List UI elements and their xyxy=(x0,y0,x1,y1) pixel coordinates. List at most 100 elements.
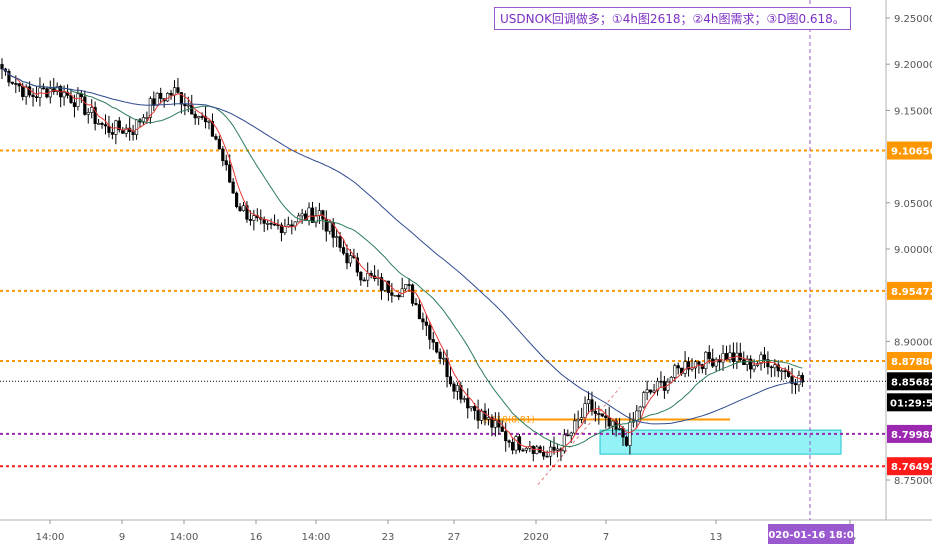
candle-body xyxy=(724,353,729,361)
candle-body xyxy=(555,448,560,451)
candle-body xyxy=(759,354,763,364)
candle-body xyxy=(783,370,787,373)
candle-body xyxy=(490,417,494,428)
candle-body xyxy=(0,64,4,70)
candle-body xyxy=(14,83,18,85)
candle-body xyxy=(683,361,687,374)
candle-body xyxy=(483,410,487,420)
candle-body xyxy=(341,247,346,254)
price-level-tag xyxy=(887,457,932,476)
candle-body xyxy=(714,359,718,367)
candle-body xyxy=(569,432,573,437)
candle-body xyxy=(224,160,228,166)
candle-body xyxy=(597,413,601,415)
price-level-tag xyxy=(887,351,932,370)
candle-body xyxy=(728,352,732,361)
candle-body xyxy=(93,107,97,124)
candle-body xyxy=(659,380,663,383)
candle-body xyxy=(83,96,87,115)
time-tick-label: 14:00 xyxy=(302,532,331,543)
candle-body xyxy=(662,381,666,391)
candle-body xyxy=(266,223,270,225)
candle-body xyxy=(245,205,249,220)
candle-body xyxy=(310,207,315,223)
candle-body xyxy=(579,417,584,420)
candles xyxy=(0,58,804,466)
candle-body xyxy=(52,88,56,93)
analysis-note[interactable]: USDNOK回调做多；①4h图2618；②4h图需求；③D图0.618。 xyxy=(494,7,851,30)
candle-body xyxy=(145,117,149,119)
candle-body xyxy=(586,399,591,405)
candle-body xyxy=(72,102,77,107)
candle-body xyxy=(317,210,322,216)
candle-body xyxy=(417,304,422,320)
candle-body xyxy=(697,361,701,365)
candle-body xyxy=(421,318,425,323)
candle-body xyxy=(652,390,656,393)
price-tick-label: 9.15000 xyxy=(894,106,932,117)
price-level-tag-label: 9.10656 xyxy=(891,147,932,158)
price-level-tag-label: 8.87880 xyxy=(891,357,932,368)
candle-body xyxy=(590,399,594,412)
candle-body xyxy=(780,370,784,373)
price-level-tag xyxy=(887,141,932,160)
candle-body xyxy=(735,352,739,362)
candle-body xyxy=(479,410,484,421)
time-tick-label: 14:00 xyxy=(36,532,65,543)
candle-body xyxy=(221,148,225,161)
candle-body xyxy=(141,117,146,123)
candle-body xyxy=(704,351,708,369)
time-tick-label: 2020 xyxy=(523,532,548,543)
candle-body xyxy=(438,351,442,359)
candle-body xyxy=(738,352,742,361)
candle-body xyxy=(593,410,597,414)
candle-body xyxy=(459,385,463,400)
candle-body xyxy=(762,354,767,360)
candle-body xyxy=(345,253,349,264)
candle-body xyxy=(314,215,318,223)
candle-body xyxy=(338,236,342,248)
candle-body xyxy=(166,92,170,102)
price-tick-label: 9.20000 xyxy=(894,60,932,71)
moving-average-line xyxy=(1,68,803,454)
candle-body xyxy=(707,351,711,360)
candle-body xyxy=(566,434,570,437)
candle-body xyxy=(414,303,418,305)
candle-body xyxy=(217,138,221,150)
candle-body xyxy=(31,94,35,98)
candle-body xyxy=(21,85,25,97)
candle-body xyxy=(407,284,411,286)
candle-body xyxy=(359,271,363,281)
time-tick-label: 7 xyxy=(603,532,609,543)
candle-body xyxy=(172,87,177,96)
candle-body xyxy=(542,452,546,457)
price-tick-label: 8.75000 xyxy=(894,476,932,487)
candle-body xyxy=(648,389,653,393)
candle-body xyxy=(604,415,608,418)
candle-body xyxy=(207,121,211,123)
candle-body xyxy=(793,383,798,386)
candle-body xyxy=(673,365,677,378)
candle-body xyxy=(241,205,246,211)
candle-body xyxy=(473,406,477,411)
candle-body xyxy=(393,294,397,297)
candle-body xyxy=(676,365,680,369)
candle-body xyxy=(693,361,698,369)
candle-body xyxy=(176,87,180,93)
candle-body xyxy=(300,213,304,217)
candle-body xyxy=(155,92,159,106)
candle-body xyxy=(76,93,80,107)
candle-body xyxy=(573,420,577,434)
candle-body xyxy=(645,389,649,393)
candle-body xyxy=(203,116,208,123)
candle-body xyxy=(362,279,366,282)
candle-body xyxy=(500,426,504,432)
countdown-label: 01:29:57 xyxy=(890,398,932,409)
candle-body xyxy=(238,206,242,211)
candle-body xyxy=(34,96,39,99)
candle-body xyxy=(210,121,215,137)
candle-body xyxy=(476,410,480,421)
price-tick-label: 9.00000 xyxy=(894,245,932,256)
price-tick-label: 9.05000 xyxy=(894,199,932,210)
